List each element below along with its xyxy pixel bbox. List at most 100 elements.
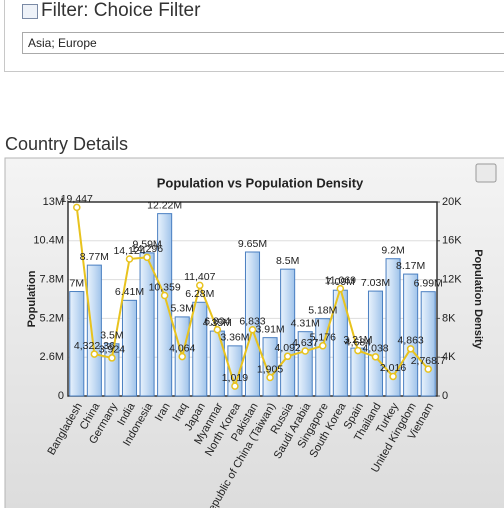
filter-panel: Filter: Choice Filter Asia; Europe [4, 0, 504, 72]
data-label: 3.36M [220, 332, 249, 344]
point [389, 372, 397, 381]
point [213, 325, 222, 334]
y2-tick-label: 4K [442, 351, 456, 363]
data-label: 4,684 [345, 336, 371, 348]
data-label: 4,637 [292, 337, 318, 349]
data-label: 3.91M [255, 323, 284, 335]
point [143, 253, 151, 262]
y-tick-label: 5.2M [40, 312, 64, 324]
point [354, 346, 362, 355]
data-label: 4,064 [169, 342, 195, 354]
bar [385, 258, 401, 397]
y2-tick-label: 8K [442, 312, 456, 324]
data-label: 12.22M [147, 199, 182, 211]
y2-tick-label: 20K [442, 196, 462, 208]
bar [192, 301, 208, 397]
data-label: 6.41M [115, 286, 144, 298]
y2-tick-label: 16K [442, 235, 462, 247]
data-label: 11,407 [184, 271, 215, 283]
point [266, 373, 274, 382]
data-label: 4,092 [275, 342, 301, 354]
data-label: 9.59M [132, 239, 161, 251]
bar [350, 347, 366, 397]
point [336, 284, 345, 293]
section-title: Country Details [5, 134, 129, 154]
data-label: 11,069 [325, 274, 356, 286]
bar [227, 345, 243, 397]
data-label: 8.77M [80, 251, 109, 263]
data-label: 9.2M [381, 244, 404, 256]
filter-icon [22, 4, 38, 19]
y-tick-label: 2.6M [40, 351, 64, 363]
data-label: 14,296 [131, 243, 163, 255]
data-label: 5.18M [308, 304, 337, 316]
data-label: 6.99M [414, 277, 443, 289]
data-label: 4,038 [362, 343, 388, 355]
bar [403, 273, 419, 397]
bar [121, 299, 138, 397]
data-label: 19,447 [61, 193, 93, 205]
bar [280, 268, 296, 397]
data-label: 8.17M [396, 260, 425, 272]
data-label: 4.31M [291, 317, 320, 329]
bar [315, 318, 331, 397]
bar [244, 251, 261, 397]
bar [69, 291, 85, 397]
point [90, 350, 99, 358]
bar [157, 213, 173, 397]
data-label: 2,768.7 [411, 355, 446, 367]
data-label: 10,359 [149, 281, 181, 293]
data-label: 6,834 [204, 315, 230, 327]
point [301, 347, 309, 355]
data-label: 1,019 [222, 372, 248, 384]
y2-axis-title: Population Density [472, 249, 484, 350]
data-label: 2,016 [380, 362, 406, 374]
y-tick-label: 10.4M [33, 235, 64, 247]
y-tick-label: 0 [58, 390, 64, 402]
data-label: 6.28M [185, 288, 214, 300]
data-label: 3.21M [343, 334, 372, 346]
filter-input[interactable]: Asia; Europe [22, 32, 504, 54]
point [73, 203, 81, 212]
filter-title: Filter: Choice Filter [41, 0, 201, 21]
y-axis-title: Population [26, 270, 38, 327]
point [178, 352, 186, 361]
point [196, 281, 204, 290]
data-label: 4,863 [398, 335, 424, 347]
point [125, 255, 134, 263]
export-button[interactable] [475, 163, 497, 183]
data-label: 6,833 [239, 316, 265, 328]
bar [262, 337, 278, 397]
point [406, 345, 415, 353]
data-label: 8.5M [276, 255, 299, 267]
point [160, 291, 169, 300]
y2-tick-label: 0 [442, 390, 448, 402]
point [248, 325, 257, 334]
bar [367, 290, 384, 397]
y-tick-label: 13M [43, 196, 64, 208]
data-label: 7.09M [326, 276, 355, 288]
data-label: 9.65M [238, 238, 267, 250]
y-tick-label: 7.8M [40, 274, 64, 286]
point [319, 342, 327, 350]
point [371, 353, 380, 361]
data-label: 3,924 [99, 344, 125, 356]
data-label: 5,176 [310, 332, 336, 344]
data-label: 7M [69, 277, 84, 289]
data-label: 3.5M [100, 330, 123, 342]
point [108, 354, 116, 362]
data-label: 1,905 [257, 363, 283, 375]
data-label: 14,124 [113, 245, 145, 257]
chart-title: Population vs Population Density [157, 175, 364, 190]
data-label: 5.3M [171, 303, 194, 315]
y2-tick-label: 12K [442, 274, 462, 286]
bar [297, 331, 313, 397]
data-label: 7.03M [361, 277, 390, 289]
bar [86, 264, 102, 397]
point [424, 365, 432, 373]
point [283, 352, 292, 361]
data-label: 4,322.36 [74, 340, 115, 352]
data-label: 4.35M [203, 317, 232, 329]
